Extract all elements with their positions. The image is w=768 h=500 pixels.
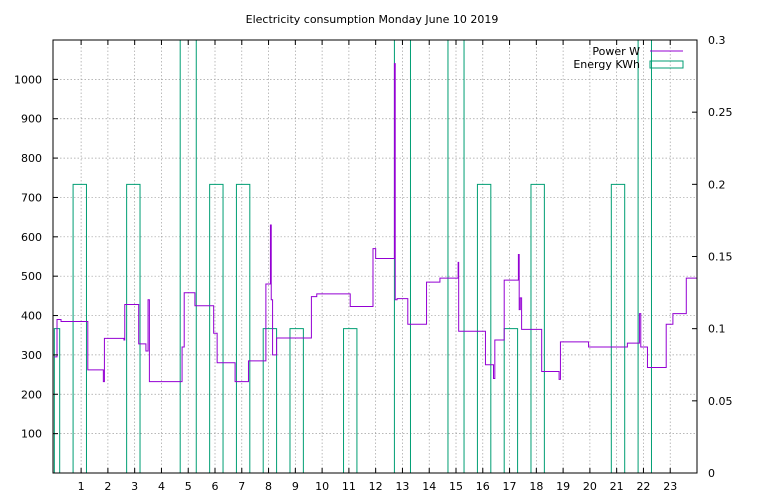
energy-bar: [343, 328, 358, 473]
x-tick-label: 18: [529, 480, 543, 493]
y-tick-label: 500: [21, 270, 42, 283]
y-tick-label: 700: [21, 191, 42, 204]
power-line: [54, 63, 697, 383]
x-tick-label: 8: [265, 480, 272, 493]
energy-bar: [289, 328, 304, 473]
y-tick-label: 400: [21, 310, 42, 323]
y-tick-label: 300: [21, 349, 42, 362]
chart-title: Electricity consumption Monday June 10 2…: [246, 13, 499, 26]
y-tick-label: 600: [21, 231, 42, 244]
legend-swatch-energy: [649, 60, 684, 69]
x-tick-label: 14: [422, 480, 436, 493]
energy-bar: [476, 183, 492, 473]
legend-label-power: Power W: [592, 45, 640, 58]
y2-tick-label: 0.25: [708, 106, 733, 119]
energy-bar: [262, 328, 278, 473]
y2-tick-label: 0: [708, 467, 715, 480]
x-tick-label: 3: [131, 480, 138, 493]
x-tick-label: 22: [636, 480, 650, 493]
y2-tick-label: 0.1: [708, 323, 726, 336]
x-tick-label: 5: [185, 480, 192, 493]
legend: Power W Energy KWh: [573, 45, 684, 71]
y2-tick-label: 0.05: [708, 395, 733, 408]
x-tick-label: 21: [610, 480, 624, 493]
x-tick-label: 7: [238, 480, 245, 493]
x-tick-label: 19: [556, 480, 570, 493]
x-tick-label: 6: [212, 480, 219, 493]
x-tick-label: 13: [395, 480, 409, 493]
y2-tick-label: 0.2: [708, 178, 726, 191]
y2-tick-label: 0.15: [708, 251, 733, 264]
energy-bar: [610, 183, 626, 473]
x-tick-label: 1: [78, 480, 85, 493]
legend-label-energy: Energy KWh: [573, 58, 640, 71]
axes: 1 2 3 4 5 6 7 8 9 10 11 12 13 14 15 16 17 18 19 20 21 22 23100…: [14, 34, 733, 493]
x-tick-label: 2: [104, 480, 111, 493]
y-tick-label: 900: [21, 113, 42, 126]
energy-bar: [209, 183, 224, 473]
x-tick-label: 23: [663, 480, 677, 493]
x-tick-label: 4: [158, 480, 165, 493]
energy-bar: [503, 328, 519, 473]
x-tick-label: 11: [342, 480, 356, 493]
x-tick-label: 16: [476, 480, 490, 493]
x-tick-label: 17: [503, 480, 517, 493]
y2-tick-label: 0.3: [708, 34, 726, 47]
x-tick-label: 15: [449, 480, 463, 493]
x-tick-label: 10: [315, 480, 329, 493]
x-tick-label: 12: [369, 480, 383, 493]
x-tick-label: 20: [583, 480, 597, 493]
y-tick-label: 100: [21, 428, 42, 441]
y-tick-label: 800: [21, 152, 42, 165]
y-tick-label: 200: [21, 388, 42, 401]
y-tick-label: 1000: [14, 73, 42, 86]
energy-bar: [126, 183, 141, 473]
energy-bar: [530, 183, 545, 473]
grid: [53, 40, 697, 473]
energy-bar: [72, 183, 87, 473]
x-tick-label: 9: [292, 480, 299, 493]
energy-bar: [235, 183, 251, 473]
series: [53, 39, 697, 473]
